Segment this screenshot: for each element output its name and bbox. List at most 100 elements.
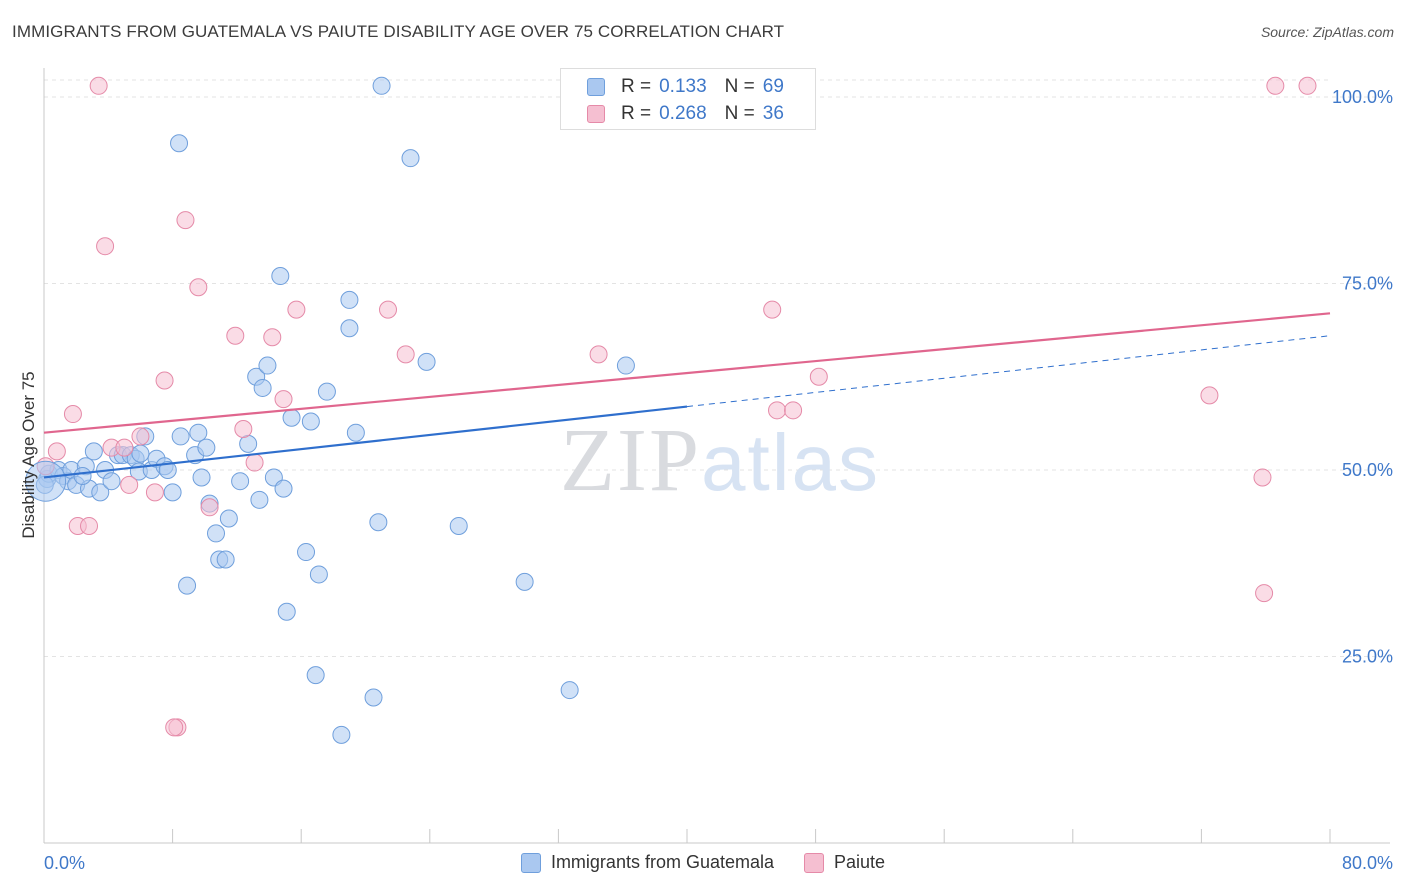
guatemala-point xyxy=(364,688,383,707)
guatemala-point xyxy=(102,472,121,491)
paiute-point xyxy=(131,427,150,446)
chart-legend: Immigrants from Guatemala Paiute xyxy=(0,852,1406,873)
paiute-trend-line xyxy=(43,312,1331,434)
paiute-point xyxy=(1200,386,1219,405)
guatemala-point xyxy=(163,483,182,502)
legend-label: Immigrants from Guatemala xyxy=(550,852,775,872)
guatemala-point xyxy=(417,352,436,371)
guatemala-point xyxy=(171,427,190,446)
paiute-point xyxy=(176,211,195,230)
guatemala-point xyxy=(401,149,420,168)
paiute-point xyxy=(274,390,293,409)
paiute-point xyxy=(379,300,398,319)
pink-swatch xyxy=(587,105,605,123)
x-tick-label-min: 0.0% xyxy=(44,853,85,873)
guatemala-point xyxy=(197,438,216,457)
guatemala-point xyxy=(207,524,226,543)
chart-title: IMMIGRANTS FROM GUATEMALA VS PAIUTE DISA… xyxy=(12,22,785,41)
guatemala-point xyxy=(158,461,177,479)
paiute-point xyxy=(1298,76,1317,95)
paiute-point xyxy=(768,401,787,420)
guatemala-point xyxy=(340,290,359,309)
legend-item-guatemala[interactable]: Immigrants from Guatemala xyxy=(520,852,775,873)
paiute-point xyxy=(1255,584,1274,603)
paiute-point xyxy=(120,475,139,494)
r-label: R = xyxy=(621,103,652,124)
paiute-point xyxy=(809,367,828,386)
watermark: ZIPatlas xyxy=(560,411,880,510)
axes xyxy=(43,68,1390,844)
guatemala-point xyxy=(253,378,272,397)
pink-swatch xyxy=(804,852,825,873)
stats-legend: R = 0.133 N = 69 R = 0.268 N = 36 xyxy=(560,68,816,130)
paiute-point xyxy=(47,442,66,461)
guatemala-trend-extension xyxy=(686,335,1331,408)
guatemala-point xyxy=(332,725,351,744)
r-label: R = xyxy=(621,76,652,97)
paiute-point xyxy=(763,300,782,319)
n-label: N = xyxy=(724,103,755,124)
guatemala-point xyxy=(282,408,301,427)
paiute-point xyxy=(234,419,253,438)
paiute-point xyxy=(145,483,164,502)
guatemala-point xyxy=(616,356,635,375)
guatemala-point xyxy=(258,356,277,375)
guatemala-point xyxy=(192,468,211,487)
guatemala-point xyxy=(25,460,67,502)
paiute-point xyxy=(89,76,108,95)
guatemala-point xyxy=(271,267,290,286)
guatemala-point xyxy=(515,572,534,591)
paiute-point xyxy=(245,453,264,472)
guatemala-point xyxy=(84,442,103,461)
paiute-point xyxy=(784,401,803,420)
guatemala-point xyxy=(189,423,208,442)
guatemala-point xyxy=(231,472,250,491)
guatemala-point xyxy=(178,576,197,595)
guatemala-point xyxy=(346,423,365,442)
r-value: 0.133 xyxy=(659,76,707,97)
r-value: 0.268 xyxy=(659,103,707,124)
guatemala-point xyxy=(560,681,579,700)
paiute-point xyxy=(80,516,99,535)
guatemala-point xyxy=(274,479,293,498)
guatemala-point xyxy=(277,602,296,621)
paiute-point xyxy=(1266,76,1285,95)
guatemala-point xyxy=(317,382,336,401)
guatemala-point xyxy=(340,319,359,338)
blue-swatch xyxy=(587,78,605,96)
guatemala-point xyxy=(170,134,189,153)
y-tick-label: 50.0% xyxy=(1342,460,1393,480)
grid xyxy=(44,79,1390,657)
paiute-point xyxy=(165,718,184,737)
guatemala-point xyxy=(91,483,110,502)
paiute-point xyxy=(263,328,282,347)
x-tick-label-max: 80.0% xyxy=(1342,853,1393,873)
n-value: 69 xyxy=(762,76,784,97)
paiute-point xyxy=(115,438,134,457)
guatemala-point xyxy=(297,543,316,562)
y-axis-label: Disability Age Over 75 xyxy=(19,371,38,538)
legend-label: Paiute xyxy=(834,852,886,872)
guatemala-point xyxy=(216,550,235,569)
paiute-point xyxy=(96,237,115,256)
paiute-point xyxy=(155,371,174,390)
guatemala-point xyxy=(219,509,238,528)
paiute-point xyxy=(200,498,219,517)
legend-item-paiute[interactable]: Paiute xyxy=(804,852,885,873)
y-tick-label: 100.0% xyxy=(1332,87,1393,107)
blue-swatch xyxy=(520,852,541,873)
data-points xyxy=(25,76,1317,744)
paiute-point xyxy=(589,345,608,364)
source-label: Source: ZipAtlas.com xyxy=(1260,24,1394,40)
guatemala-point xyxy=(131,444,150,463)
paiute-point xyxy=(287,300,306,319)
paiute-point xyxy=(189,278,208,297)
y-tick-label: 25.0% xyxy=(1342,647,1393,667)
paiute-point xyxy=(396,345,415,364)
guatemala-point xyxy=(239,434,258,453)
guatemala-point xyxy=(309,565,328,584)
paiute-point xyxy=(63,405,82,424)
guatemala-point xyxy=(449,516,468,535)
guatemala-point xyxy=(301,412,320,431)
